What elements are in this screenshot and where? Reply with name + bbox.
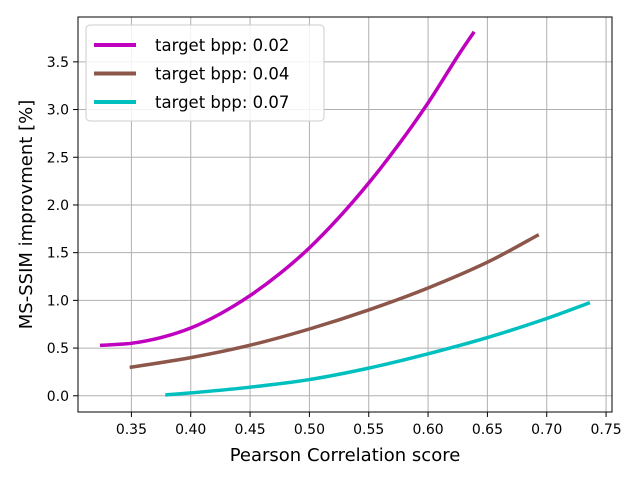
x-tick-label: 0.70 (531, 422, 562, 438)
series-line-2 (129, 233, 540, 370)
series-line-1 (99, 30, 476, 348)
legend-label-2: target bpp: 0.04 (155, 65, 289, 84)
series-line-3 (165, 300, 591, 397)
x-tick-label: 0.75 (590, 422, 621, 438)
y-tick-label: 2.0 (47, 198, 69, 214)
x-tick-label: 0.60 (412, 422, 443, 438)
x-tick-label: 0.35 (116, 422, 147, 438)
y-tick-label: 3.5 (47, 55, 69, 71)
x-tick-label: 0.65 (472, 422, 503, 438)
y-tick-label: 2.5 (47, 150, 69, 166)
y-tick-label: 3.0 (47, 103, 69, 119)
x-axis-label: Pearson Correlation score (230, 445, 461, 466)
series-lines (99, 30, 591, 397)
x-tick-label: 0.40 (175, 422, 206, 438)
y-axis-label: MS-SSIM improvment [%] (16, 100, 37, 329)
y-tick-label: 0.5 (47, 341, 69, 357)
x-tick-label: 0.45 (234, 422, 265, 438)
plot-frame (77, 16, 613, 413)
y-tick-label: 0.0 (47, 389, 69, 405)
x-tick-label: 0.55 (353, 422, 384, 438)
legend-label-1: target bpp: 0.02 (155, 36, 289, 55)
axis-ticks: 0.35 0.40 0.45 0.50 0.55 0.60 0.65 0.70 0.75 0.0 0… (47, 55, 622, 438)
legend-box (85, 24, 325, 122)
grid-lines (78, 17, 612, 412)
y-tick-label: 1.5 (47, 246, 69, 262)
y-tick-label: 1.0 (47, 293, 69, 309)
legend-label-3: target bpp: 0.07 (155, 93, 289, 112)
legend: target bpp: 0.02 target bpp: 0.04 target b… (85, 24, 325, 122)
x-tick-label: 0.50 (294, 422, 325, 438)
